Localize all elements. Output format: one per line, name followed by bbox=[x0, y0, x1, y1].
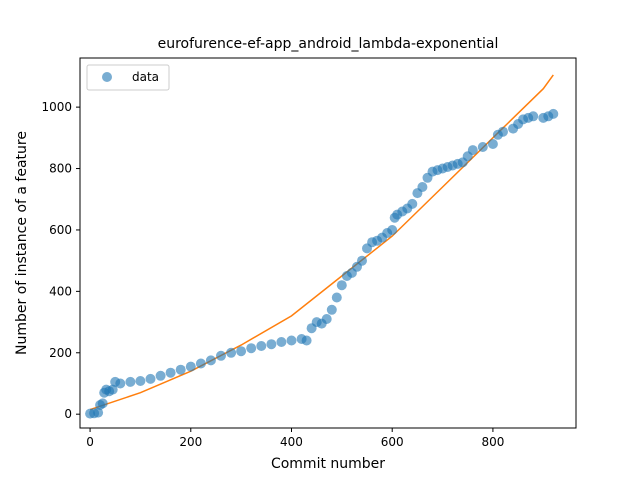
data-point bbox=[498, 126, 508, 137]
data-point bbox=[407, 198, 418, 209]
data-point bbox=[417, 182, 428, 192]
y-tick-label: 200 bbox=[49, 346, 72, 360]
data-point bbox=[195, 358, 206, 369]
data-point bbox=[276, 337, 287, 347]
data-point bbox=[175, 364, 186, 375]
data-point bbox=[236, 346, 247, 357]
data-point bbox=[145, 373, 156, 384]
data-point bbox=[205, 355, 216, 366]
data-point bbox=[165, 367, 176, 378]
data-point bbox=[326, 304, 337, 315]
legend: data bbox=[86, 64, 170, 91]
data-point bbox=[487, 139, 498, 149]
data-point bbox=[246, 343, 257, 354]
data-point bbox=[226, 347, 237, 358]
data-point bbox=[97, 398, 108, 409]
legend-label-data: data bbox=[132, 70, 159, 84]
x-tick-label: 0 bbox=[86, 435, 94, 449]
y-tick-label: 800 bbox=[49, 162, 72, 176]
data-point bbox=[467, 145, 478, 156]
data-point bbox=[548, 108, 559, 119]
plot-area bbox=[80, 58, 576, 428]
data-point bbox=[135, 376, 146, 386]
data-point bbox=[256, 341, 267, 351]
data-point bbox=[286, 335, 297, 346]
chart-title: eurofurence-ef-app_android_lambda-expone… bbox=[158, 36, 499, 52]
data-point bbox=[216, 350, 226, 361]
x-tick-label: 200 bbox=[179, 435, 202, 449]
y-tick-label: 0 bbox=[64, 407, 72, 421]
data-points-layer bbox=[85, 108, 559, 419]
x-tick-label: 600 bbox=[381, 435, 404, 449]
plot-frame bbox=[79, 57, 577, 429]
data-point bbox=[331, 292, 342, 303]
data-point bbox=[155, 370, 166, 381]
data-point bbox=[477, 142, 488, 152]
data-point bbox=[107, 384, 118, 395]
data-point bbox=[266, 339, 277, 350]
data-point bbox=[321, 314, 332, 324]
legend-marker bbox=[102, 72, 112, 82]
fit-line bbox=[89, 74, 554, 411]
data-point bbox=[387, 225, 398, 235]
data-point bbox=[115, 378, 126, 389]
data-point bbox=[185, 361, 196, 372]
legend-box bbox=[86, 64, 170, 91]
x-axis-ticks: 0 200 400 600 800 bbox=[86, 428, 504, 449]
fit-layer bbox=[89, 74, 554, 411]
y-tick-label: 1000 bbox=[41, 100, 72, 114]
data-point bbox=[125, 376, 136, 387]
x-tick-label: 400 bbox=[280, 435, 303, 449]
data-point bbox=[357, 255, 367, 266]
y-axis-ticks: 0 200 400 600 800 1000 bbox=[41, 100, 80, 421]
data-point bbox=[93, 407, 104, 418]
x-axis-title: Commit number bbox=[271, 456, 385, 472]
y-tick-label: 400 bbox=[49, 284, 72, 298]
data-point bbox=[301, 335, 312, 346]
data-point bbox=[336, 280, 347, 291]
x-tick-label: 800 bbox=[481, 435, 504, 449]
data-point bbox=[528, 111, 539, 122]
y-axis-title: Number of instance of a feature bbox=[14, 131, 30, 355]
y-tick-label: 600 bbox=[49, 223, 72, 237]
